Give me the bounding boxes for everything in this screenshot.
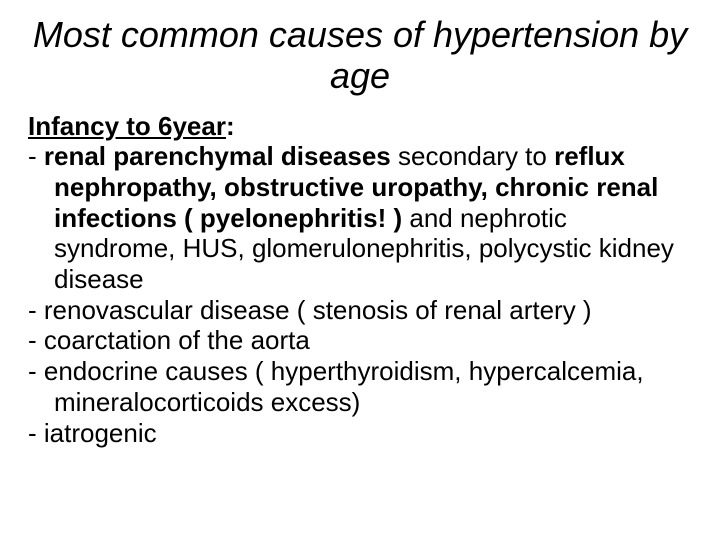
list-item: - endocrine causes ( hyperthyroidism, hy… — [28, 356, 692, 417]
text-run: secondary to — [391, 141, 554, 171]
bullet-marker: - — [28, 295, 44, 325]
section-heading: Infancy to 6year: — [28, 111, 692, 142]
section-heading-colon: : — [226, 111, 235, 141]
slide-body: Infancy to 6year: - renal parenchymal di… — [28, 111, 692, 448]
bullet-list: - renal parenchymal diseases secondary t… — [28, 141, 692, 448]
bullet-marker: - — [28, 356, 44, 386]
bullet-marker: - — [28, 141, 44, 171]
bullet-marker: - — [28, 325, 44, 355]
list-item: - renal parenchymal diseases secondary t… — [28, 141, 692, 294]
text-run: endocrine causes ( hyperthyroidism, hype… — [44, 356, 644, 417]
text-run: renovascular disease ( stenosis of renal… — [44, 295, 592, 325]
slide-title: Most common causes of hypertension by ag… — [28, 14, 692, 97]
bullet-marker: - — [28, 418, 44, 448]
section-heading-label: Infancy to 6year — [28, 111, 226, 141]
list-item: - renovascular disease ( stenosis of ren… — [28, 295, 692, 326]
list-item: - iatrogenic — [28, 418, 692, 449]
slide: Most common causes of hypertension by ag… — [0, 0, 720, 540]
text-run: coarctation of the aorta — [44, 325, 310, 355]
list-item: - coarctation of the aorta — [28, 325, 692, 356]
text-run: iatrogenic — [44, 418, 157, 448]
text-run: renal parenchymal diseases — [44, 141, 391, 171]
